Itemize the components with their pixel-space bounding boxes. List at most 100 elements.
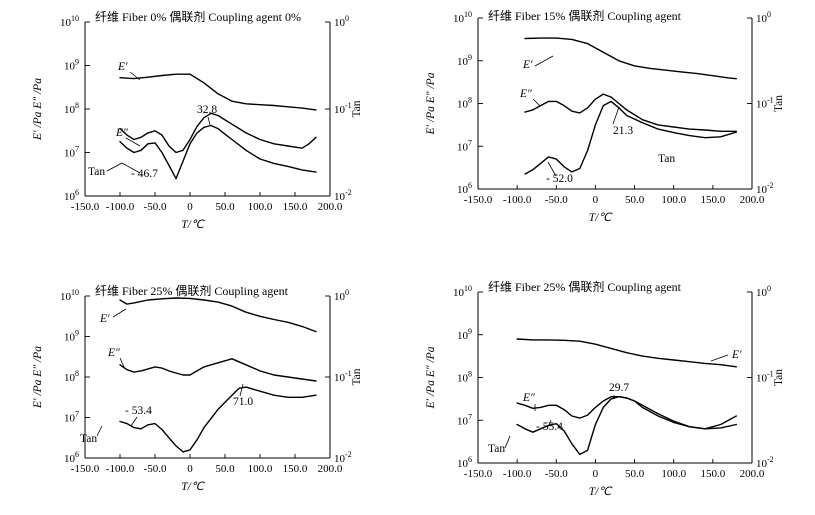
y-left-tick-label: 1010 [60,288,79,303]
y-left-tick-label: 107 [64,410,79,425]
y-left-tick-label: 108 [457,96,472,111]
x-tick-label: 50.0 [625,468,645,480]
label-tan: Tan [488,443,505,455]
label-tan: Tan [80,433,97,445]
label-e-prime: E′ [117,61,128,73]
x-tick-label: -150.0 [71,201,100,213]
y-left-tick-label: 107 [457,138,472,153]
x-tick-label: -150.0 [71,463,100,475]
y-axis-label-right: Tan [773,95,785,112]
y-right-tick-label: 10-2 [756,181,774,196]
y-axis-label-left: E′ /Pa E″ /Pa [32,346,44,409]
x-tick-label: 50.0 [215,201,235,213]
x-tick-label: 200.0 [740,194,765,206]
peak-annotation: - 46.7 [131,168,158,180]
x-tick-label: -100.0 [503,194,532,206]
x-axis-label: T/℃ [181,481,206,493]
x-tick-label: 150.0 [283,201,308,213]
y-left-tick-label: 1010 [60,14,79,29]
x-tick-label: 150.0 [283,463,308,475]
label-tan: Tan [658,153,675,165]
chart-panel-4: 纤维 Fiber 25% 偶联剂 Coupling agent -150.0 -10… [425,279,785,498]
leader-line [504,435,511,449]
y-left-tick-label: 107 [457,412,472,427]
annotation-leader [547,161,557,177]
x-tick-label: 0 [593,194,599,206]
y-right-tick-label: 10-2 [334,188,352,203]
y-left-tick-label: 106 [457,455,472,470]
y-left-tick-label: 108 [64,101,79,116]
leader-line [532,98,541,107]
series-line-eprime [524,37,737,80]
x-tick-label: 0 [187,201,193,213]
y-left-tick-label: 108 [457,370,472,385]
series-line-eprime [516,338,737,368]
y-left-tick-label: 109 [64,329,79,344]
y-left-tick-label: 107 [64,145,79,160]
x-tick-label: -50.0 [545,194,568,206]
leader-line [125,137,141,147]
annotation-leader [239,383,244,397]
x-tick-label: 100.0 [248,201,273,213]
x-axis-label: T/℃ [589,486,614,498]
x-tick-label: -50.0 [545,468,568,480]
x-tick-label: -100.0 [503,468,532,480]
label-e-double-prime: E″ [522,392,535,404]
y-right-tick-label: 10-2 [334,450,352,465]
series-line-tan [516,396,737,456]
peak-annotation: - 52.0 [546,173,573,185]
annotation-leader [121,162,141,174]
leader-line [96,425,103,437]
chart-title: 纤维 Fiber 25% 偶联剂 Coupling agent [95,283,289,298]
x-axis-label: T/℃ [181,219,206,231]
chart-title: 纤维 Fiber 0% 偶联剂 Coupling agent 0% [95,9,301,24]
x-tick-label: -150.0 [464,194,493,206]
leader-line [710,354,729,362]
peak-annotation: 21.3 [613,125,633,137]
annotation-leader [207,116,211,126]
leader-line [106,162,123,172]
series-line-tan [119,386,317,453]
y-axis-label-right: Tan [351,368,363,385]
series-line-edouble-prime [516,396,737,430]
leader-line [112,308,127,318]
chart-panel-3: 纤维 Fiber 25% 偶联剂 Coupling agent -150.0 -10… [32,283,363,493]
y-axis-label-right: Tan [351,100,363,117]
annotation-leader [612,106,620,125]
y-right-tick-label: 10-1 [756,370,774,385]
series-line-tan [524,100,737,175]
y-axis-label-right: Tan [773,369,785,386]
x-tick-label: 200.0 [318,463,343,475]
y-right-tick-label: 10-1 [756,96,774,111]
annotation-leader [130,416,138,427]
x-tick-label: 150.0 [700,468,725,480]
y-right-tick-label: 10-1 [334,101,352,116]
label-e-prime: E′ [99,313,110,325]
y-right-tick-label: 10-1 [334,369,352,384]
y-right-tick-label: 100 [334,14,349,29]
x-tick-label: 0 [187,463,193,475]
x-tick-label: 200.0 [318,201,343,213]
x-tick-label: 100.0 [248,463,273,475]
x-tick-label: -50.0 [144,463,167,475]
peak-annotation: 29.7 [609,382,629,394]
y-left-tick-label: 106 [64,450,79,465]
x-tick-label: 50.0 [625,194,645,206]
y-left-tick-label: 106 [457,181,472,196]
peak-annotation: - 55.4 [536,421,563,433]
label-e-prime: E′ [522,59,533,71]
leader-line [129,71,141,81]
label-e-double-prime: E″ [107,347,120,359]
label-tan: Tan [88,166,105,178]
y-left-tick-label: 1010 [453,284,472,299]
label-e-double-prime: E″ [115,127,128,139]
y-right-tick-label: 100 [334,288,349,303]
y-left-tick-label: 109 [457,327,472,342]
y-left-tick-label: 108 [64,369,79,384]
y-axis-label-left: E′ /Pa E″ /Pa [425,72,437,135]
y-right-tick-label: 100 [756,284,771,299]
y-left-tick-label: 109 [64,58,79,73]
x-tick-label: 0 [593,468,599,480]
y-left-tick-label: 1010 [453,10,472,25]
